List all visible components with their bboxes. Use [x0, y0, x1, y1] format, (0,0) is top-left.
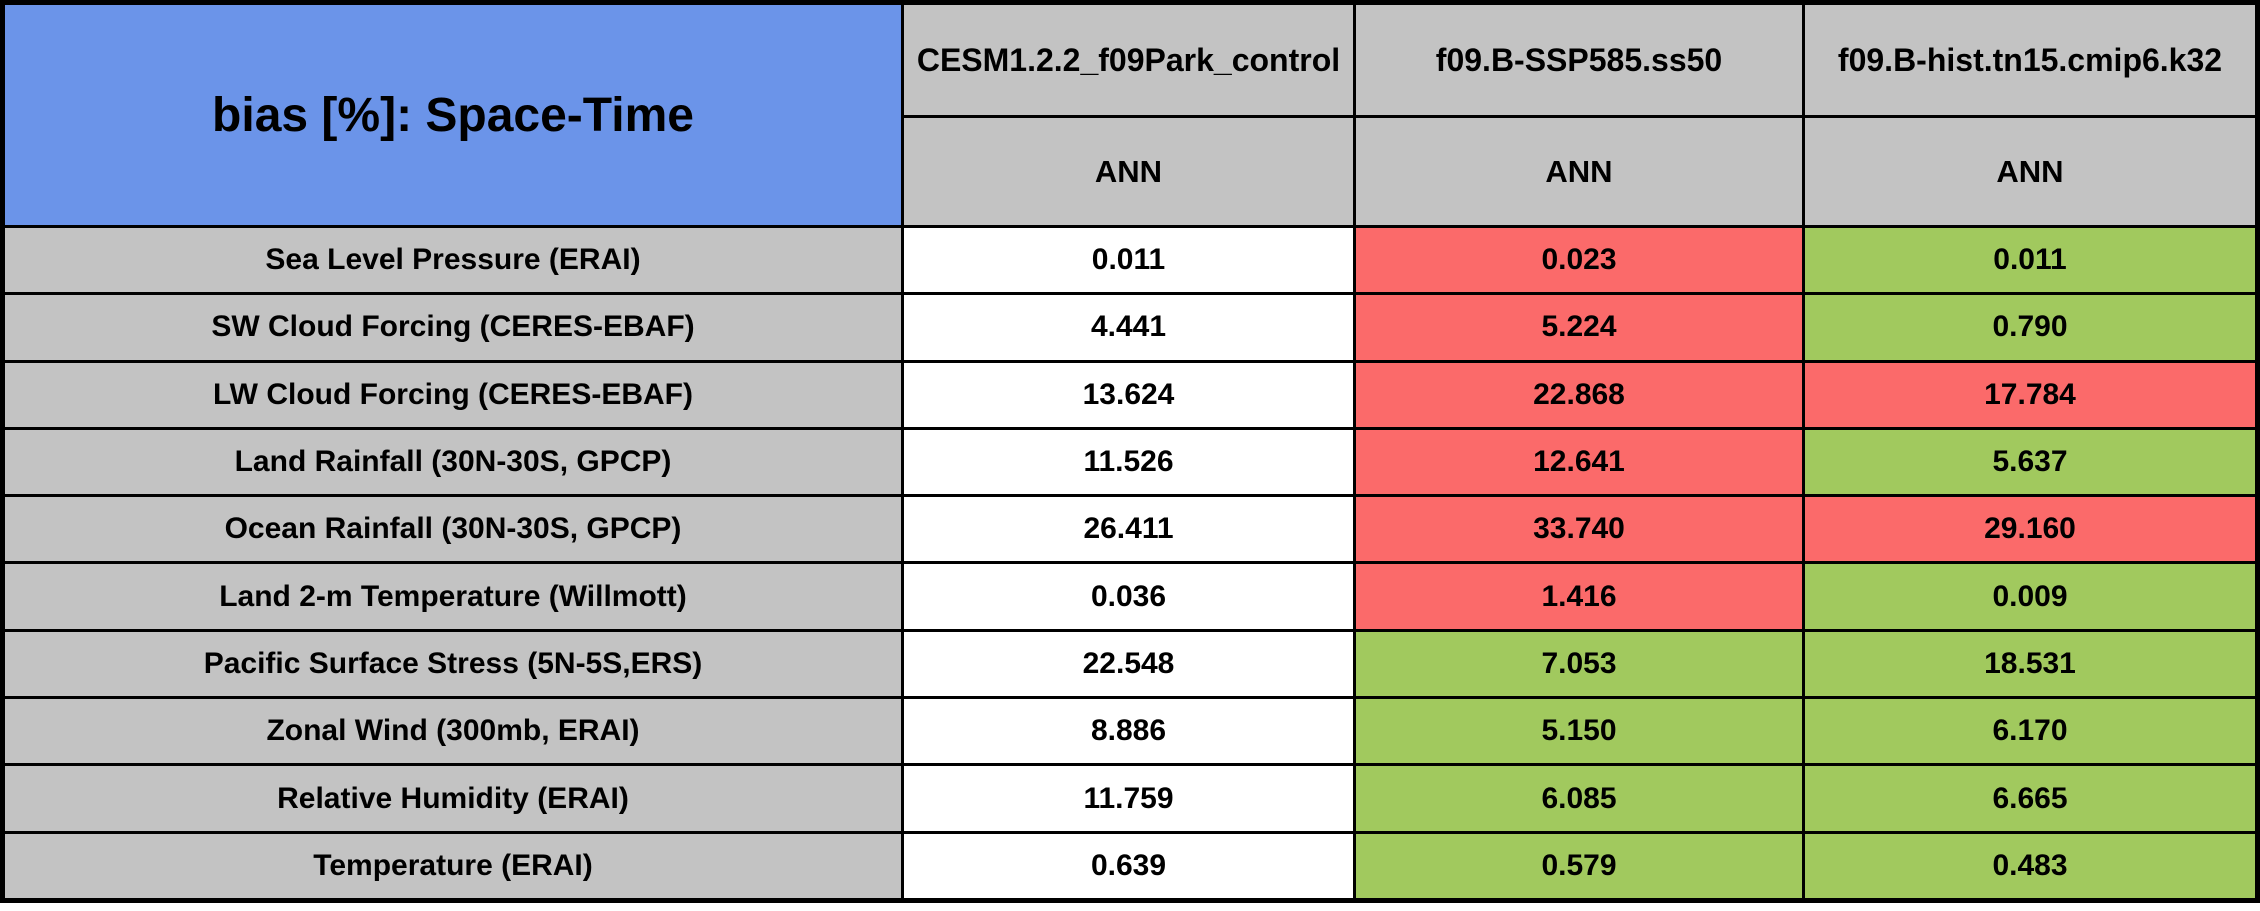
- value-cell: 5.224: [1353, 292, 1805, 363]
- model-header-cell-ssp585: f09.B-SSP585.ss50: [1353, 1, 1805, 118]
- value-cell: 6.085: [1353, 763, 1805, 834]
- table-row: Sea Level Pressure (ERAI) 0.011 0.023 0.…: [1, 224, 2259, 296]
- table-row: Land Rainfall (30N-30S, GPCP) 11.526 12.…: [1, 426, 2259, 498]
- row-label-cell: SW Cloud Forcing (CERES-EBAF): [1, 292, 904, 363]
- table-body: Sea Level Pressure (ERAI) 0.011 0.023 0.…: [1, 224, 2259, 903]
- value-cell: 22.868: [1353, 359, 1805, 430]
- value-cell: 17.784: [1802, 359, 2259, 430]
- row-label-cell: Land Rainfall (30N-30S, GPCP): [1, 426, 904, 498]
- value-cell: 6.170: [1802, 696, 2259, 767]
- row-label-cell: Land 2-m Temperature (Willmott): [1, 561, 904, 632]
- season-header-row: ANN ANN ANN: [3, 115, 2259, 228]
- value-cell: 18.531: [1802, 628, 2259, 700]
- season-header-cell: ANN: [1353, 115, 1805, 228]
- value-cell: 12.641: [1353, 426, 1805, 498]
- row-label-cell: Relative Humidity (ERAI): [1, 763, 904, 834]
- table-row: Zonal Wind (300mb, ERAI) 8.886 5.150 6.1…: [1, 696, 2259, 767]
- value-cell: 13.624: [901, 359, 1356, 430]
- value-cell: 11.759: [901, 763, 1356, 834]
- value-cell: 1.416: [1353, 561, 1805, 632]
- table-row: Pacific Surface Stress (5N-5S,ERS) 22.54…: [1, 628, 2259, 700]
- row-label-cell: Pacific Surface Stress (5N-5S,ERS): [1, 628, 904, 700]
- value-cell: 11.526: [901, 426, 1356, 498]
- value-cell: 0.023: [1353, 224, 1805, 296]
- value-cell: 0.483: [1802, 830, 2259, 903]
- value-cell: 0.036: [901, 561, 1356, 632]
- table-row: Land 2-m Temperature (Willmott) 0.036 1.…: [1, 561, 2259, 632]
- table-header: bias [%]: Space-Time CESM1.2.2_f09Park_c…: [1, 1, 2259, 228]
- row-label-cell: Ocean Rainfall (30N-30S, GPCP): [1, 494, 904, 565]
- value-cell: 0.011: [1802, 224, 2259, 296]
- row-label-cell: Sea Level Pressure (ERAI): [1, 224, 904, 296]
- table-row: LW Cloud Forcing (CERES-EBAF) 13.624 22.…: [1, 359, 2259, 430]
- value-cell: 0.009: [1802, 561, 2259, 632]
- row-label-cell: Temperature (ERAI): [1, 830, 904, 903]
- value-cell: 4.441: [901, 292, 1356, 363]
- value-cell: 0.790: [1802, 292, 2259, 363]
- table-row: SW Cloud Forcing (CERES-EBAF) 4.441 5.22…: [1, 292, 2259, 363]
- value-cell: 6.665: [1802, 763, 2259, 834]
- value-cell: 5.637: [1802, 426, 2259, 498]
- value-cell: 0.011: [901, 224, 1356, 296]
- table-row: Ocean Rainfall (30N-30S, GPCP) 26.411 33…: [1, 494, 2259, 565]
- value-cell: 26.411: [901, 494, 1356, 565]
- table-title-cell: bias [%]: Space-Time: [1, 1, 904, 228]
- value-cell: 0.639: [901, 830, 1356, 903]
- model-header-cell-control: CESM1.2.2_f09Park_control: [901, 1, 1356, 118]
- value-cell: 7.053: [1353, 628, 1805, 700]
- value-cell: 5.150: [1353, 696, 1805, 767]
- row-label-cell: LW Cloud Forcing (CERES-EBAF): [1, 359, 904, 430]
- value-cell: 22.548: [901, 628, 1356, 700]
- season-header-cell: ANN: [1802, 115, 2259, 228]
- table-row: Temperature (ERAI) 0.639 0.579 0.483: [1, 830, 2259, 903]
- value-cell: 29.160: [1802, 494, 2259, 565]
- season-header-cell: ANN: [901, 115, 1356, 228]
- value-cell: 33.740: [1353, 494, 1805, 565]
- model-header-cell-hist: f09.B-hist.tn15.cmip6.k32: [1802, 1, 2259, 118]
- model-header-row: bias [%]: Space-Time CESM1.2.2_f09Park_c…: [1, 1, 2259, 228]
- table-row: Relative Humidity (ERAI) 11.759 6.085 6.…: [1, 763, 2259, 834]
- row-label-cell: Zonal Wind (300mb, ERAI): [1, 696, 904, 767]
- value-cell: 8.886: [901, 696, 1356, 767]
- value-cell: 0.579: [1353, 830, 1805, 903]
